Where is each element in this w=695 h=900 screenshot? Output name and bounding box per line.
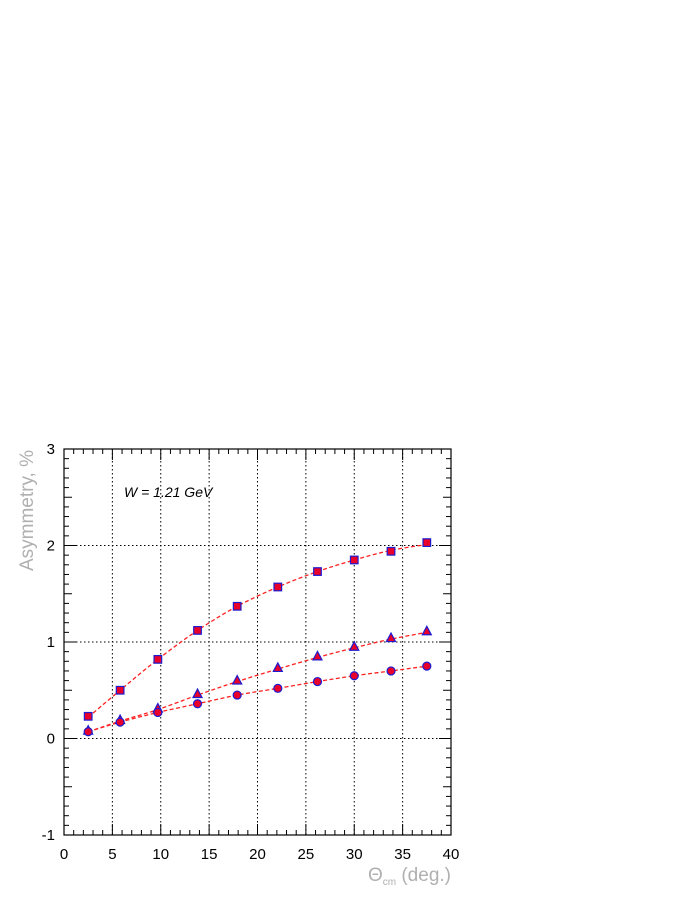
x-axis-label-subscript: cm (383, 877, 396, 888)
data-point-square (313, 567, 322, 576)
x-axis-label: Θcm (deg.) (368, 865, 451, 888)
y-tick-labels: -1 0 1 2 3 (42, 441, 55, 844)
y-axis-label: Asymmetry, % (17, 450, 38, 571)
x-tick-label: 30 (346, 846, 363, 863)
data-point-triangle (192, 687, 204, 699)
data-point-circle (192, 699, 203, 709)
data-point-circle (153, 707, 163, 718)
data-point-triangle (231, 674, 243, 685)
y-tick-label: 2 (47, 538, 55, 555)
x-tick-label: 0 (60, 846, 68, 863)
data-point-triangle (311, 650, 323, 661)
data-point-square (349, 555, 359, 565)
data-point-triangle (348, 640, 360, 651)
data-point-circle (232, 690, 242, 700)
grid (64, 449, 451, 835)
fit-curves (87, 543, 427, 733)
x-axis-label-unit: (deg.) (396, 865, 451, 886)
data-point-triangle (272, 661, 284, 673)
fit-curve-triangle (87, 631, 427, 733)
data-point-circle (83, 727, 93, 737)
data-point-square (273, 582, 283, 592)
data-point-square (193, 626, 202, 635)
data-markers (82, 538, 433, 737)
x-axis-label-symbol: Θ (368, 865, 383, 886)
x-tick-label: 5 (108, 846, 116, 863)
data-point-circle (349, 671, 359, 681)
y-tick-label: 3 (47, 441, 55, 458)
data-point-circle (312, 676, 323, 687)
data-point-circle (422, 661, 432, 671)
data-point-square (422, 538, 432, 548)
data-point-square (232, 601, 242, 611)
data-point-square (153, 654, 163, 664)
x-tick-label: 10 (152, 846, 169, 863)
axis-ticks (63, 448, 452, 836)
x-tick-label: 15 (201, 846, 218, 863)
x-tick-label: 35 (394, 846, 411, 863)
data-point-square (115, 685, 125, 695)
y-tick-label: 1 (47, 634, 55, 651)
x-tick-label: 25 (298, 846, 315, 863)
x-tick-labels: 0 5 10 15 20 25 30 35 40 (60, 846, 460, 863)
x-tick-label: 40 (443, 846, 460, 863)
data-point-circle (386, 666, 396, 676)
fit-curve-square (87, 543, 427, 718)
y-tick-label: -1 (42, 827, 55, 844)
y-tick-label: 0 (47, 731, 55, 748)
energy-annotation: W = 1.21 GeV (124, 484, 214, 500)
data-point-circle (115, 717, 125, 727)
data-point-circle (273, 683, 283, 693)
data-point-square (386, 546, 396, 556)
x-tick-label: 20 (249, 846, 266, 863)
data-point-triangle (421, 625, 433, 636)
data-point-triangle (385, 631, 397, 643)
data-point-square (83, 711, 93, 721)
fit-curve-circle (87, 665, 427, 733)
